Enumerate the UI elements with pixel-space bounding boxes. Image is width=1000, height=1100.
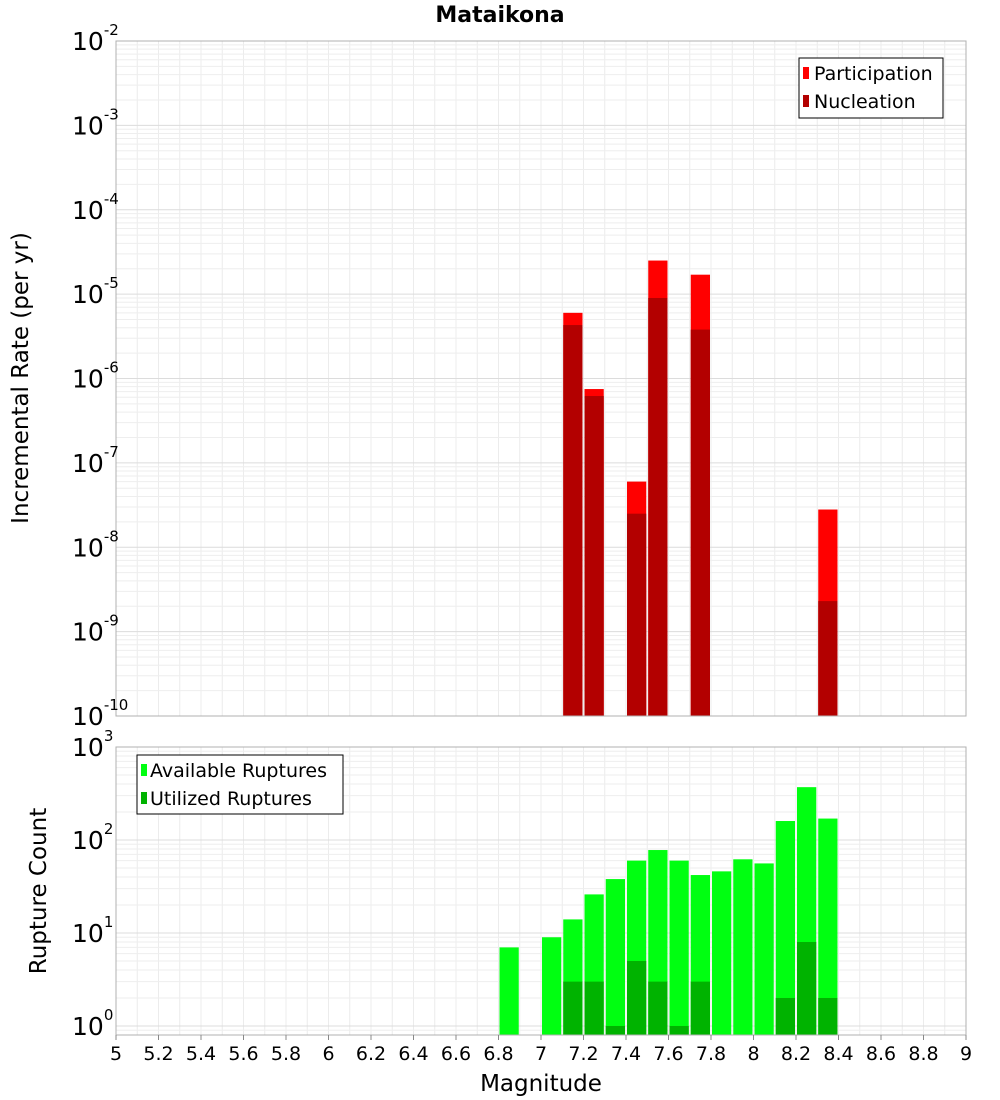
y-tick-label: 10-4 — [72, 190, 119, 225]
utilized-ruptures-legend-swatch — [141, 792, 147, 804]
top-plot-frame — [115, 40, 967, 717]
x-tick-label: 7.8 — [696, 1043, 726, 1065]
top-bars — [563, 260, 838, 716]
bottom-bars — [499, 787, 838, 1035]
x-tick-label: 5 — [110, 1043, 122, 1065]
x-axis-title: Magnitude — [480, 1071, 602, 1097]
nucleation-legend-swatch — [803, 95, 809, 107]
y-tick-label: 10-8 — [72, 527, 119, 562]
available-ruptures-bar — [605, 879, 625, 1035]
available-ruptures-legend-label: Available Ruptures — [150, 760, 327, 782]
utilized-ruptures-bar — [669, 1025, 689, 1035]
utilized-ruptures-bar — [584, 981, 604, 1035]
available-ruptures-bar — [775, 821, 795, 1035]
x-tick-label: 5.2 — [143, 1043, 173, 1065]
x-tick-label: 6.4 — [398, 1043, 428, 1065]
x-tick-label: 5.6 — [228, 1043, 258, 1065]
available-ruptures-bar — [733, 859, 753, 1035]
utilized-ruptures-bar — [627, 960, 647, 1035]
x-tick-label: 8 — [747, 1043, 759, 1065]
y-tick-label: 10-10 — [72, 696, 128, 731]
x-tick-label: 8.8 — [908, 1043, 938, 1065]
x-ticks: 5 5.2 5.4 5.6 5.8 6 6.2 6.4 6.6 6.8 7 7.2 7.4 7.6 7.8 8… — [110, 1035, 972, 1065]
x-tick-label: 7.6 — [653, 1043, 683, 1065]
x-tick-label: 7 — [535, 1043, 547, 1065]
x-tick-label: 5.4 — [186, 1043, 216, 1065]
nucleation-bar — [648, 297, 668, 716]
y-tick-label: 10-7 — [72, 443, 119, 478]
x-tick-label: 7.2 — [568, 1043, 598, 1065]
y-tick-label: 100 — [72, 1006, 113, 1041]
nucleation-bar — [690, 329, 710, 716]
y-tick-label: 102 — [72, 820, 113, 855]
available-ruptures-bar — [712, 871, 732, 1035]
x-tick-label: 8.6 — [866, 1043, 896, 1065]
y-tick-label: 10-2 — [72, 21, 119, 56]
x-tick-label: 6.6 — [441, 1043, 471, 1065]
nucleation-bar — [818, 601, 838, 716]
nucleation-bar — [563, 325, 583, 716]
utilized-ruptures-bar — [648, 981, 668, 1035]
participation-legend-swatch — [803, 67, 809, 79]
chart-title: Mataikona — [435, 3, 564, 28]
top-y-axis-title: Incremental Rate (per yr) — [8, 232, 34, 524]
bottom-y-ticks: 100 101 102 103 — [72, 727, 113, 1041]
x-tick-label: 5.8 — [271, 1043, 301, 1065]
top-y-ticks: 10-10 10-9 10-8 10-7 10-6 10-5 10-4 10-3 10-2 — [72, 21, 128, 731]
utilized-ruptures-bar — [690, 981, 710, 1035]
available-ruptures-legend-swatch — [141, 764, 147, 776]
utilized-ruptures-bar — [563, 981, 583, 1035]
available-ruptures-bar — [542, 937, 562, 1035]
available-ruptures-bar — [499, 947, 519, 1035]
available-ruptures-bar — [669, 860, 689, 1035]
available-ruptures-bar — [754, 863, 774, 1035]
y-tick-label: 10-3 — [72, 105, 119, 140]
utilized-ruptures-bar — [818, 997, 838, 1035]
top-legend: Participation Nucleation — [798, 57, 944, 119]
available-ruptures-bar — [818, 818, 838, 1035]
top-legend-box — [798, 57, 944, 119]
x-tick-label: 6.8 — [483, 1043, 513, 1065]
x-tick-label: 6 — [322, 1043, 334, 1065]
top-grid — [115, 40, 967, 717]
x-tick-label: 8.4 — [823, 1043, 853, 1065]
nucleation-legend-label: Nucleation — [814, 91, 916, 113]
y-tick-label: 103 — [72, 727, 113, 762]
bottom-legend-box — [136, 754, 344, 815]
utilized-ruptures-bar — [797, 942, 817, 1035]
y-tick-label: 10-6 — [72, 359, 119, 394]
participation-legend-label: Participation — [814, 63, 933, 85]
x-tick-label: 6.2 — [356, 1043, 386, 1065]
y-tick-label: 10-5 — [72, 274, 119, 309]
utilized-ruptures-bar — [775, 997, 795, 1035]
utilized-ruptures-bar — [605, 1025, 625, 1035]
nucleation-bar — [584, 396, 604, 716]
bottom-y-axis-title: Rupture Count — [26, 808, 52, 974]
y-tick-label: 10-9 — [72, 612, 119, 647]
x-tick-label: 7.4 — [611, 1043, 641, 1065]
x-tick-label: 8.2 — [781, 1043, 811, 1065]
utilized-ruptures-legend-label: Utilized Ruptures — [150, 788, 312, 810]
x-tick-label: 9 — [960, 1043, 972, 1065]
nucleation-bar — [627, 513, 647, 716]
bottom-legend: Available Ruptures Utilized Ruptures — [136, 754, 344, 815]
y-tick-label: 101 — [72, 913, 113, 948]
